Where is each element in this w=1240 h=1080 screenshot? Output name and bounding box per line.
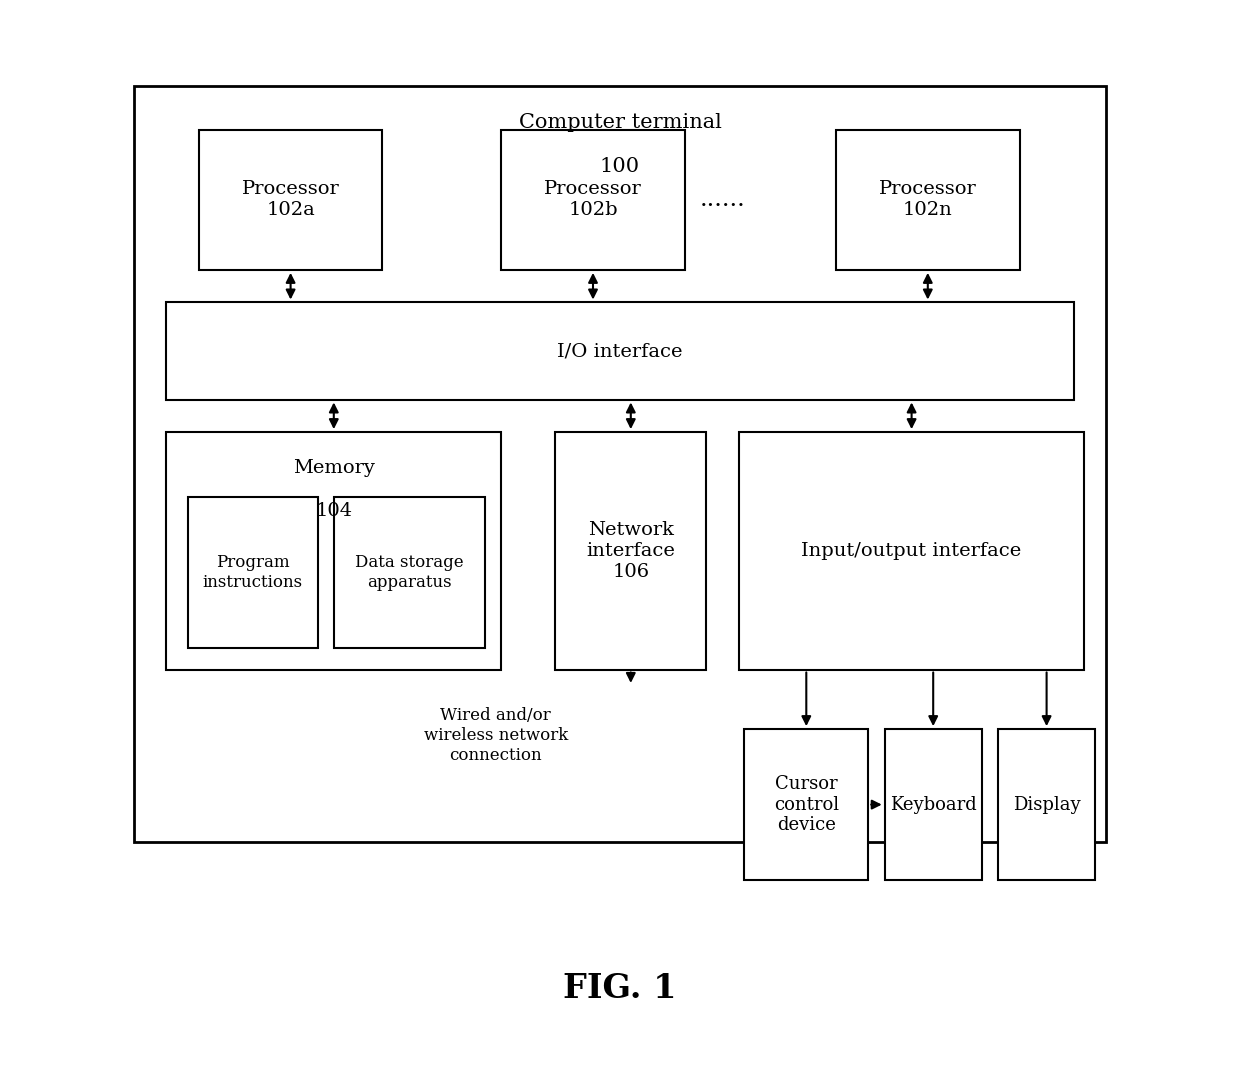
Text: I/O interface: I/O interface bbox=[557, 342, 683, 360]
Text: Processor
102b: Processor 102b bbox=[544, 180, 642, 219]
Text: Cursor
control
device: Cursor control device bbox=[774, 774, 839, 835]
Bar bbox=[134, 86, 1106, 842]
Text: 100: 100 bbox=[600, 157, 640, 176]
Text: Memory: Memory bbox=[293, 459, 374, 477]
Text: Wired and/or
wireless network
connection: Wired and/or wireless network connection bbox=[424, 707, 568, 764]
Text: Processor
102n: Processor 102n bbox=[879, 180, 977, 219]
Text: Input/output interface: Input/output interface bbox=[801, 542, 1022, 559]
Text: Network
interface
106: Network interface 106 bbox=[587, 521, 676, 581]
Text: Keyboard: Keyboard bbox=[890, 796, 977, 813]
Text: Computer terminal: Computer terminal bbox=[518, 113, 722, 133]
Bar bbox=[334, 497, 485, 648]
Text: Program
instructions: Program instructions bbox=[202, 554, 303, 591]
Text: Data storage
apparatus: Data storage apparatus bbox=[355, 554, 464, 591]
Bar bbox=[998, 729, 1095, 880]
Text: 104: 104 bbox=[315, 502, 352, 521]
Bar bbox=[884, 729, 982, 880]
Bar bbox=[836, 130, 1019, 270]
Text: Processor
102a: Processor 102a bbox=[242, 180, 340, 219]
Bar bbox=[501, 130, 684, 270]
Bar bbox=[166, 432, 501, 670]
Bar bbox=[198, 130, 382, 270]
Bar bbox=[166, 302, 1074, 400]
Text: Display: Display bbox=[1013, 796, 1080, 813]
Bar bbox=[739, 432, 1085, 670]
Bar bbox=[556, 432, 707, 670]
Text: ......: ...... bbox=[699, 188, 745, 212]
Bar bbox=[744, 729, 868, 880]
Text: FIG. 1: FIG. 1 bbox=[563, 972, 677, 1004]
Bar bbox=[188, 497, 317, 648]
